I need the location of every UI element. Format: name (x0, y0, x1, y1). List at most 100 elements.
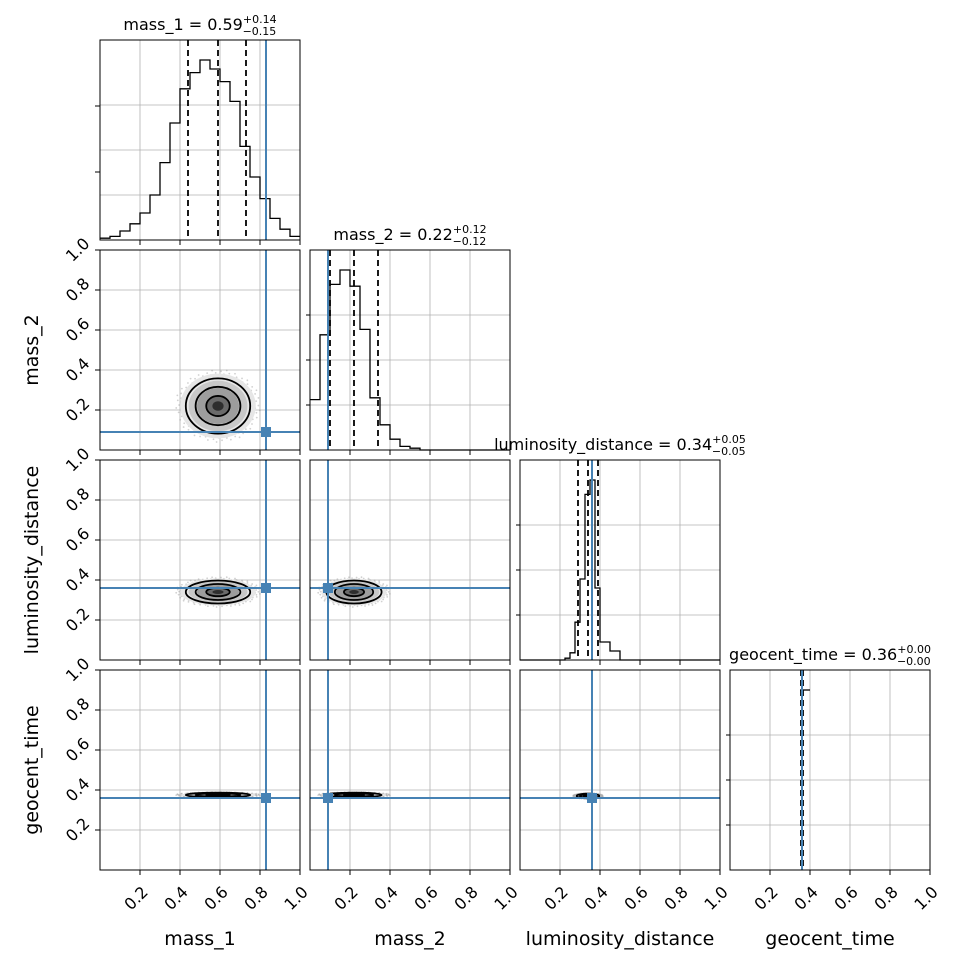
sample-point (380, 600, 383, 603)
sample-point (360, 576, 363, 579)
sample-point (238, 436, 241, 439)
sample-point (382, 598, 385, 601)
truth-marker (323, 583, 333, 593)
sample-point (176, 793, 179, 796)
panel-mass_1-vs-mass_1: mass_1 = 0.59+0.14 −0.15 (95, 13, 301, 245)
title-minus: −0.12 (453, 235, 487, 248)
sample-point (179, 596, 182, 599)
sample-point (221, 605, 223, 608)
sample-point (175, 591, 178, 594)
sample-point (573, 795, 576, 797)
sample-point (356, 605, 359, 608)
panel-title-luminosity_distance: luminosity_distance = 0.34+0.05 −0.05 (494, 433, 746, 458)
sample-point (238, 604, 241, 606)
sample-point (194, 579, 196, 582)
title-plus: +0.14 (243, 13, 277, 26)
sample-point (255, 400, 258, 403)
sample-point (225, 369, 228, 372)
x-tick-label: 0.8 (870, 882, 901, 913)
y-tick-label: 0.2 (62, 394, 93, 425)
sample-point (225, 576, 228, 579)
y-tick-label: 0.8 (62, 484, 93, 515)
title-main: mass_1 = 0.59 (123, 15, 242, 35)
y-tick-label: 0.4 (62, 774, 93, 805)
sample-point (215, 441, 218, 443)
title-minus: −0.15 (243, 25, 277, 38)
sample-point (189, 579, 192, 582)
sample-point (187, 382, 189, 384)
sample-point (211, 369, 214, 372)
sample-point (193, 603, 196, 606)
sample-point (193, 434, 196, 437)
panel-frame (309, 669, 511, 871)
sample-point (332, 603, 335, 606)
sample-point (197, 374, 200, 376)
sample-point (317, 794, 320, 797)
title-minus: −0.05 (712, 445, 746, 458)
x-axis-title-mass_1: mass_1 (164, 928, 236, 950)
contour-1 (194, 385, 242, 427)
panel-mass_2-vs-luminosity_distance (309, 459, 511, 665)
sample-point (387, 590, 390, 593)
sample-point (255, 584, 258, 587)
y-tick-label: 0.4 (62, 564, 93, 595)
sample-point (319, 794, 322, 796)
x-tick-label: 0.8 (240, 882, 271, 913)
sample-point (386, 792, 388, 795)
sample-point (176, 588, 179, 591)
x-tick-label: 0.2 (330, 882, 361, 913)
sample-point (318, 793, 321, 796)
sample-point (177, 794, 180, 797)
density-level-4 (212, 401, 224, 411)
panel-luminosity_distance-vs-geocent_time: 0.2 0.4 0.6 0.8 1.0 luminosity_distance (519, 669, 732, 950)
sample-point (197, 578, 200, 580)
sample-point (367, 603, 370, 606)
title-plus: +0.12 (453, 223, 487, 236)
sample-point (374, 602, 377, 605)
density-level-4 (212, 590, 224, 594)
sample-point (189, 377, 192, 380)
sample-point (258, 409, 261, 412)
sample-point (572, 794, 575, 797)
sample-point (249, 427, 252, 430)
sample-point (187, 601, 190, 603)
sample-point (371, 604, 374, 606)
x-tick-label: 1.0 (490, 882, 521, 913)
contour-2 (205, 793, 231, 797)
sample-point (183, 422, 186, 425)
sample-point (385, 589, 388, 591)
contour-0 (184, 579, 252, 605)
sample-point (180, 392, 183, 395)
panel-frame (519, 459, 721, 661)
sample-point (177, 593, 180, 596)
sample-point (373, 579, 376, 582)
sample-point (387, 793, 390, 796)
y-tick-label: 0.6 (62, 314, 93, 345)
sample-point (317, 591, 320, 594)
sample-point (255, 411, 258, 414)
sample-point (386, 584, 388, 587)
y-axis-title-mass_2: mass_2 (21, 314, 43, 386)
sample-point (362, 577, 365, 580)
sample-point (344, 605, 347, 608)
x-tick-label: 0.4 (370, 882, 401, 913)
y-tick-label: 1.0 (62, 444, 93, 475)
sample-point (220, 576, 222, 579)
sample-point (234, 435, 237, 438)
sample-point (319, 794, 322, 797)
sample-point (187, 428, 190, 431)
sample-point (242, 602, 245, 605)
x-tick-label: 0.6 (410, 882, 441, 913)
x-tick-label: 0.4 (790, 882, 821, 913)
sample-point (333, 579, 336, 582)
sample-point (234, 577, 236, 580)
title-main: mass_2 = 0.22 (333, 225, 452, 245)
title-plus: +0.00 (897, 643, 931, 656)
truth-marker (587, 793, 597, 803)
sample-point (206, 372, 209, 375)
x-tick-label: 0.8 (450, 882, 481, 913)
sample-point (329, 579, 332, 582)
sample-point (212, 438, 215, 441)
sample-point (257, 793, 260, 796)
sample-point (386, 794, 388, 797)
